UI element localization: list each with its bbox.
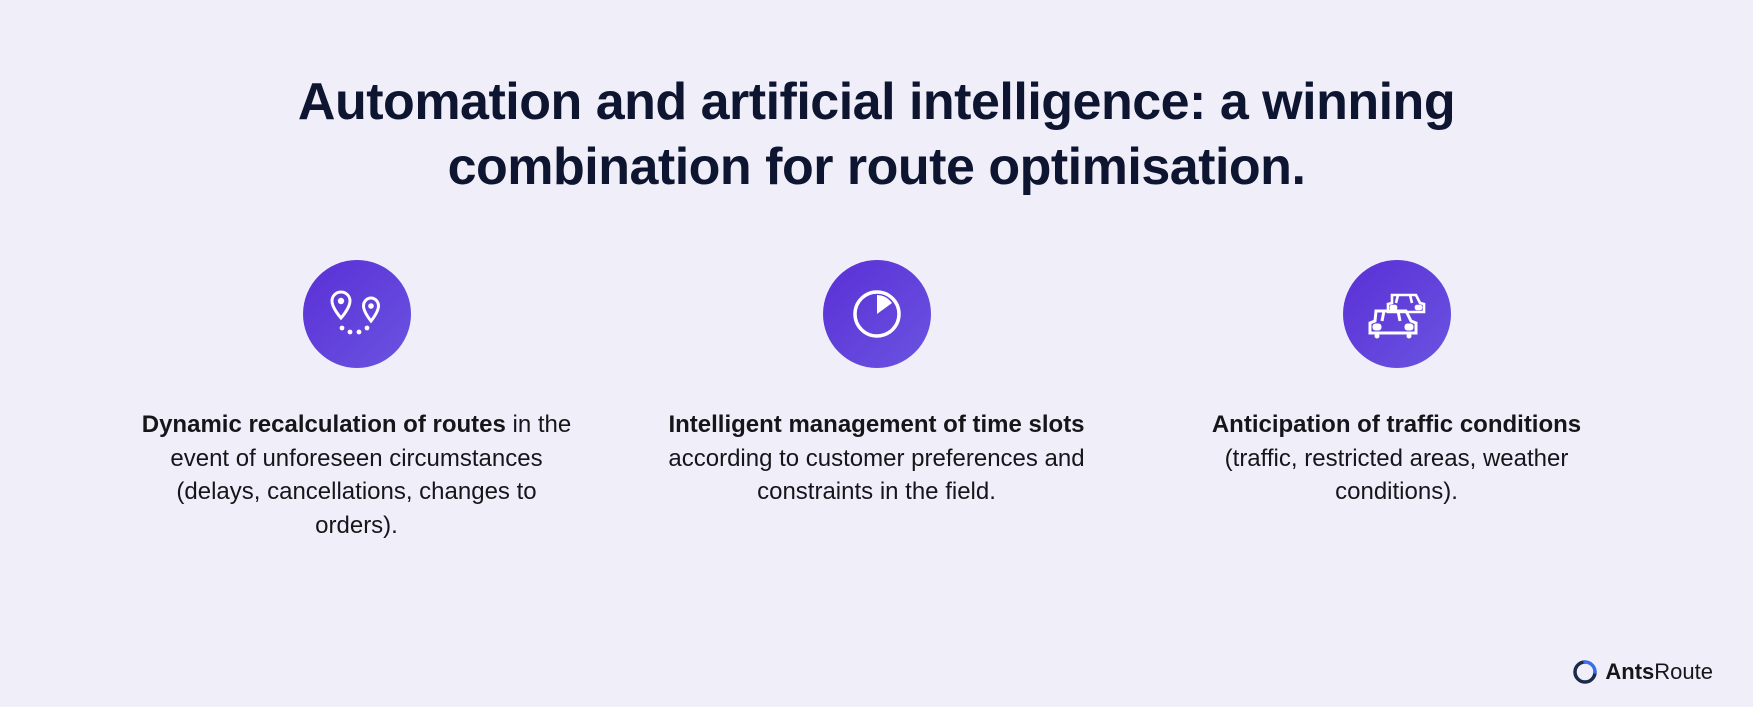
feature-traffic: Anticipation of traffic conditions (traf… [1182,260,1612,542]
feature-text: Intelligent management of time slots acc… [662,408,1092,509]
brand-name-rest: Route [1654,659,1713,684]
brand-name-bold: Ants [1605,659,1654,684]
feature-rest: (traffic, restricted areas, weather cond… [1225,445,1569,506]
clock-icon [823,260,931,368]
feature-text: Anticipation of traffic conditions (traf… [1182,408,1612,509]
page-title: Automation and artificial intelligence: … [0,0,1753,200]
feature-bold: Anticipation of traffic conditions [1212,411,1581,438]
traffic-cars-icon [1343,260,1451,368]
brand-logo-icon [1573,660,1597,684]
feature-time-slots: Intelligent management of time slots acc… [662,260,1092,542]
feature-dynamic-routes: Dynamic recalculation of routes in the e… [142,260,572,542]
brand: AntsRoute [1573,659,1713,685]
brand-name: AntsRoute [1605,659,1713,685]
feature-bold: Intelligent management of time slots [668,411,1084,438]
route-pins-icon [303,260,411,368]
feature-rest: according to customer preferences and co… [668,445,1084,506]
features-row: Dynamic recalculation of routes in the e… [0,200,1753,542]
feature-text: Dynamic recalculation of routes in the e… [142,408,572,542]
feature-bold: Dynamic recalculation of routes [142,411,506,438]
